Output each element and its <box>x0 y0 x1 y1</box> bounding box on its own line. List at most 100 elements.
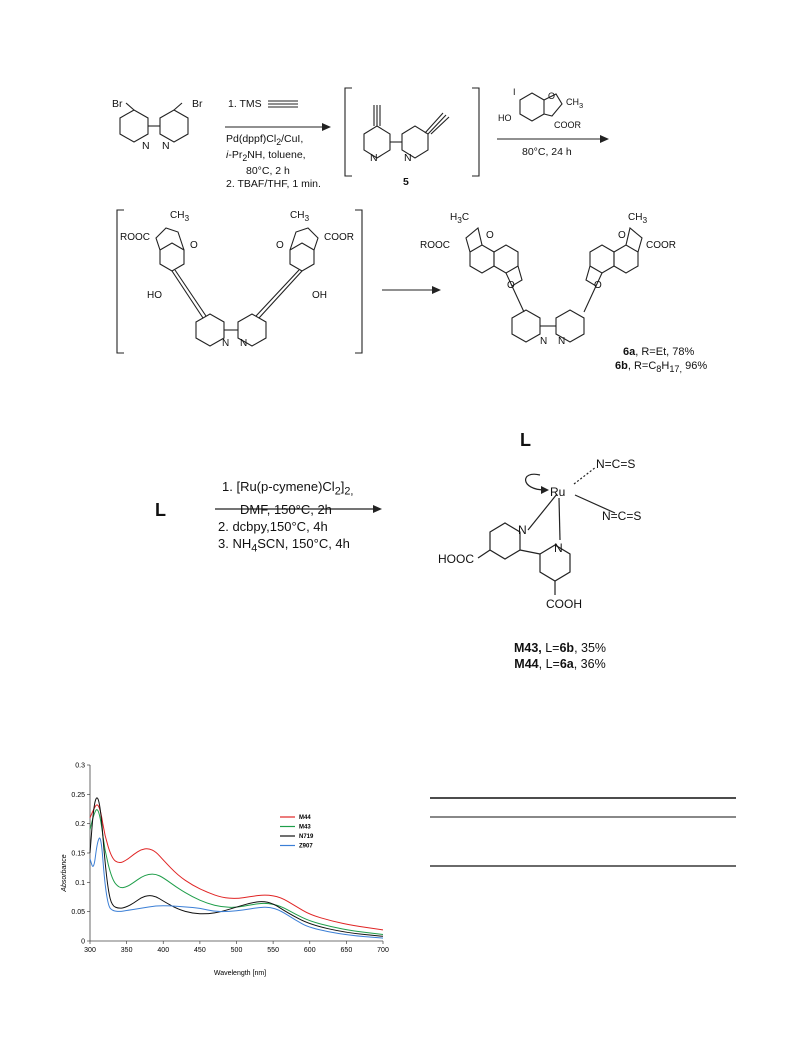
series-line-z907 <box>89 837 384 939</box>
n-label-start-right: N <box>162 140 170 152</box>
bracket-benzofuran-right <box>289 242 315 272</box>
step3-line-1: 1. [Ru(p-cymene)Cl2]2, <box>222 479 354 498</box>
scheme-row-2 <box>116 209 643 354</box>
x-tick-label: 300 <box>84 947 96 954</box>
product-n-left: N <box>540 336 548 347</box>
y-tick-label: 0.25 <box>71 792 85 799</box>
complex-n-left: N <box>518 523 527 537</box>
product-benzodifuran-left-b <box>493 244 519 274</box>
x-tick-label: 450 <box>194 947 206 954</box>
bracket-benzofuran-left <box>159 242 185 272</box>
x-tick-label: 550 <box>267 947 279 954</box>
y-axis-label: Absorbance <box>61 854 68 892</box>
bracket-pyridine-left <box>195 313 225 347</box>
reagent-ho: HO <box>498 113 512 123</box>
pyridine-ring-left <box>119 109 149 143</box>
bracket-o-left: O <box>190 240 198 251</box>
label-6a: 6a, R=Et, 78% <box>623 346 695 358</box>
n-label-5-left: N <box>370 152 378 164</box>
reagent-coor: COOR <box>554 120 581 130</box>
complex-pyridine-left <box>489 522 521 560</box>
product-coor: COOR <box>646 240 676 251</box>
bracket-ho-left: HO <box>147 290 162 301</box>
y-tick-label: 0 <box>81 939 85 946</box>
scheme-row-3 <box>215 466 616 595</box>
caption-m44: M44, L=6a, 36% <box>514 657 606 671</box>
step3-line-4: 3. NH4SCN, 150°C, 4h <box>218 536 350 555</box>
y-tick-label: 0.3 <box>75 763 85 770</box>
product-benzodifuran-right-a <box>589 244 615 274</box>
x-tick-label: 600 <box>304 947 316 954</box>
step1-line-5: 2. TBAF/THF, 1 min. <box>226 178 321 191</box>
product-o-4: O <box>594 280 602 291</box>
legend-label-m44: M44 <box>299 815 311 821</box>
x-tick-label: 500 <box>231 947 243 954</box>
ligand-l-label: L <box>155 500 166 520</box>
product-rooc: ROOC <box>420 240 450 251</box>
step2-conditions: 80°C, 24 h <box>522 146 572 158</box>
reagent-ch3: CH3 <box>566 97 584 110</box>
legend-label-n719: N719 <box>299 834 314 840</box>
ru-label: Ru <box>550 485 566 499</box>
step1-line-2: Pd(dppf)Cl2/CuI, <box>226 133 304 148</box>
series-line-m44 <box>89 804 384 931</box>
bracket-rooc-left: ROOC <box>120 232 150 243</box>
step3-line-3: 2. dcbpy,150°C, 4h <box>218 519 328 534</box>
br-label-left: Br <box>112 98 123 110</box>
chart-legend: M44 M43 N719 Z907 <box>280 815 314 850</box>
y-tick-label: 0.05 <box>71 909 85 916</box>
br-label-right: Br <box>192 98 203 110</box>
step1-line-4: 80°C, 2 h <box>246 165 290 178</box>
reagent-o: O <box>548 91 556 101</box>
absorbance-chart: 300 350 400 450 500 550 600 650 700 0 0.05 0.1 0.15 0… <box>61 763 389 978</box>
y-tick-label: 0.1 <box>75 880 85 887</box>
reagent-iodo: I <box>513 87 516 97</box>
complex-n-right: N <box>554 541 563 555</box>
legend-label-z907: Z907 <box>299 844 313 850</box>
scheme-row-1 <box>119 87 609 177</box>
chart-axes: 300 350 400 450 500 550 600 650 700 0 0.05 0.1 0.15 0… <box>71 763 389 955</box>
x-axis-label: Wavelength [nm] <box>214 970 266 977</box>
ncs-2-label: N=C=S <box>602 509 642 523</box>
bracket-o-right: O <box>276 240 284 251</box>
x-tick-label: 400 <box>157 947 169 954</box>
bracket-ch3-left: CH3 <box>170 210 190 223</box>
product-benzodifuran-left-a <box>469 244 495 274</box>
x-tick-label: 350 <box>121 947 133 954</box>
empty-table <box>430 797 736 867</box>
step3-conditions-below: 2. dcbpy,150°C, 4h 3. NH4SCN, 150°C, 4h <box>218 518 350 558</box>
complex-hooc: HOOC <box>438 552 474 566</box>
product-pyridine-left <box>511 309 541 343</box>
product-benzodifuran-right-b <box>613 244 639 274</box>
series-line-n719 <box>89 797 384 937</box>
step1-reagent-1: 1. TMS <box>228 98 262 110</box>
bracket-n-right: N <box>240 338 248 349</box>
ncs-1-label: N=C=S <box>596 457 636 471</box>
complex-pyridine-right <box>539 544 571 582</box>
product-ch3: CH3 <box>628 212 648 225</box>
product-h3c: H3C <box>450 212 470 225</box>
chart-lines <box>89 797 384 939</box>
intermediate-5-ring-right <box>401 125 429 159</box>
bracket-n-left: N <box>222 338 230 349</box>
bracket-coor-right: COOR <box>324 232 354 243</box>
complex-cooh: COOH <box>546 597 582 611</box>
series-line-m43 <box>89 809 384 936</box>
legend-label-m43: M43 <box>299 825 311 831</box>
product-o-1: O <box>486 230 494 241</box>
step3-line-2: DMF, 150°C, 2h <box>240 501 332 517</box>
reagent-benzofuran-ring <box>519 92 545 122</box>
step1-conditions: 1. TMS <box>228 98 262 111</box>
step3-conditions-above: 1. [Ru(p-cymene)Cl2]2, DMF, 150°C, 2h <box>222 478 353 518</box>
y-tick-label: 0.2 <box>75 821 85 828</box>
label-6b: 6b, R=C8H17, 96% <box>615 360 708 375</box>
step1-conditions-below: Pd(dppf)Cl2/CuI, i-Pr2NH, toluene, 80°C,… <box>226 133 321 191</box>
compound-5-label: 5 <box>403 176 409 188</box>
caption-m43: M43, L=6b, 35% <box>513 641 607 655</box>
x-tick-label: 700 <box>377 947 389 954</box>
y-tick-label: 0.15 <box>71 851 85 858</box>
bracket-pyridine-right <box>237 313 267 347</box>
complex-l-label: L <box>520 430 531 450</box>
product-pyridine-right <box>555 309 585 343</box>
product-o-3: O <box>618 230 626 241</box>
